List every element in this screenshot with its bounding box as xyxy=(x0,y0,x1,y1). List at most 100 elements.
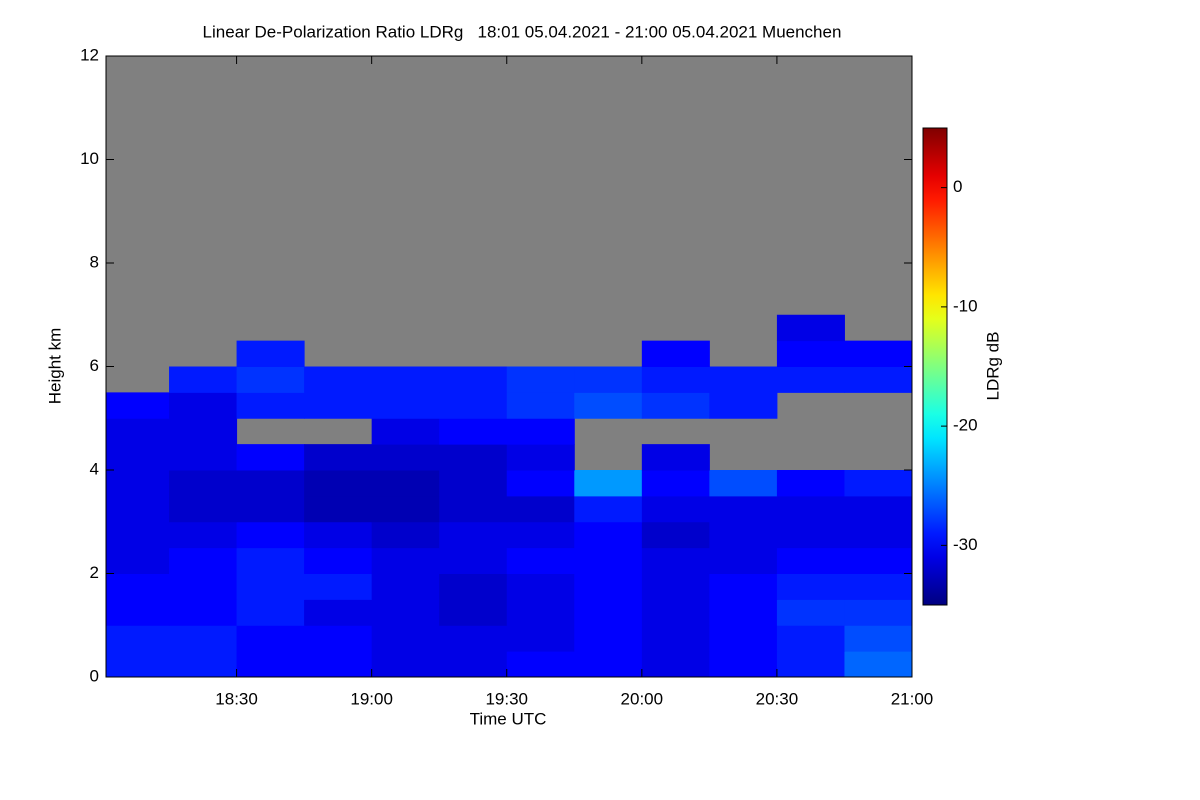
heat-cell xyxy=(106,625,170,652)
heat-cell xyxy=(371,418,440,445)
heat-cell xyxy=(304,651,373,678)
heat-cell xyxy=(844,573,913,600)
heat-cell xyxy=(169,366,238,393)
y-tick-label: 0 xyxy=(90,666,99,685)
colorbar-tick-label: 0 xyxy=(953,177,962,196)
heat-cell xyxy=(776,521,845,549)
heat-cell xyxy=(236,625,305,652)
heat-cell xyxy=(844,599,913,626)
heat-cell xyxy=(106,651,170,678)
heat-cell xyxy=(439,573,508,600)
heat-cell xyxy=(236,340,305,367)
heat-cell xyxy=(106,392,170,419)
heat-cell xyxy=(304,625,373,652)
heat-cell xyxy=(371,573,440,600)
heat-cell xyxy=(106,521,170,549)
heat-cell xyxy=(709,366,778,393)
heat-cell xyxy=(709,547,778,574)
heat-cell xyxy=(641,366,710,393)
heat-cell xyxy=(304,495,373,523)
heat-cell xyxy=(776,314,845,342)
heat-cell xyxy=(236,392,305,419)
heat-cell xyxy=(371,366,440,393)
heat-cell xyxy=(371,392,440,419)
heat-cell xyxy=(844,495,913,523)
y-tick-label: 12 xyxy=(80,45,99,64)
heat-cell xyxy=(371,470,440,497)
heat-cell xyxy=(236,651,305,678)
heat-cell xyxy=(236,444,305,471)
heat-cell xyxy=(776,495,845,523)
heat-cell xyxy=(169,625,238,652)
heat-cell xyxy=(169,444,238,471)
heat-cell xyxy=(106,599,170,626)
heat-cell xyxy=(641,625,710,652)
heat-cell xyxy=(106,573,170,600)
colorbar-tick-label: -30 xyxy=(953,535,978,554)
heat-cell xyxy=(439,470,508,497)
heat-cell xyxy=(371,495,440,523)
heat-cell xyxy=(371,625,440,652)
heat-cell xyxy=(506,625,575,652)
heat-cell xyxy=(304,470,373,497)
heat-cell xyxy=(439,599,508,626)
heat-cell xyxy=(236,547,305,574)
heat-cell xyxy=(506,470,575,497)
heat-cell xyxy=(439,521,508,549)
heat-cell xyxy=(439,651,508,678)
heat-cell xyxy=(844,547,913,574)
heat-cell xyxy=(439,444,508,471)
heat-cell xyxy=(776,547,845,574)
heat-cell xyxy=(574,599,643,626)
heat-cell xyxy=(709,599,778,626)
heat-cell xyxy=(709,573,778,600)
heat-cell xyxy=(574,547,643,574)
heat-cell xyxy=(574,651,643,678)
heat-cell xyxy=(844,366,913,393)
x-tick-label: 21:00 xyxy=(891,689,934,708)
heat-cell xyxy=(506,495,575,523)
heat-cell xyxy=(641,470,710,497)
heat-cell xyxy=(844,340,913,367)
x-tick-label: 20:30 xyxy=(756,689,799,708)
heat-cell xyxy=(574,573,643,600)
heat-cell xyxy=(574,521,643,549)
heat-cell xyxy=(304,366,373,393)
heat-cell xyxy=(304,573,373,600)
heat-cell xyxy=(106,470,170,497)
heat-cell xyxy=(709,625,778,652)
heat-cell xyxy=(506,573,575,600)
heat-cell xyxy=(641,495,710,523)
heat-cell xyxy=(574,625,643,652)
heat-cell xyxy=(169,547,238,574)
heat-cell xyxy=(371,651,440,678)
colorbar-tick-label: -20 xyxy=(953,416,978,435)
heat-cell xyxy=(641,599,710,626)
heat-cell xyxy=(371,547,440,574)
y-tick-label: 6 xyxy=(90,356,99,375)
heat-cell xyxy=(169,392,238,419)
heat-cell xyxy=(506,547,575,574)
heat-cell xyxy=(776,625,845,652)
heat-cell xyxy=(304,547,373,574)
heat-cell xyxy=(169,470,238,497)
heat-cell xyxy=(506,599,575,626)
heat-cell xyxy=(776,651,845,678)
x-tick-label: 19:00 xyxy=(350,689,393,708)
heat-cell xyxy=(304,444,373,471)
heat-cell xyxy=(641,651,710,678)
heat-cell xyxy=(236,521,305,549)
y-axis-label: Height km xyxy=(45,328,64,405)
y-tick-label: 2 xyxy=(90,563,99,582)
heat-cell xyxy=(371,444,440,471)
heat-cell xyxy=(304,599,373,626)
heat-cell xyxy=(709,470,778,497)
heat-cell xyxy=(236,599,305,626)
heat-cell xyxy=(169,651,238,678)
y-tick-label: 10 xyxy=(80,149,99,168)
heat-cell xyxy=(371,599,440,626)
heat-cell xyxy=(574,470,643,497)
heat-cell xyxy=(506,444,575,471)
heat-cell xyxy=(844,521,913,549)
